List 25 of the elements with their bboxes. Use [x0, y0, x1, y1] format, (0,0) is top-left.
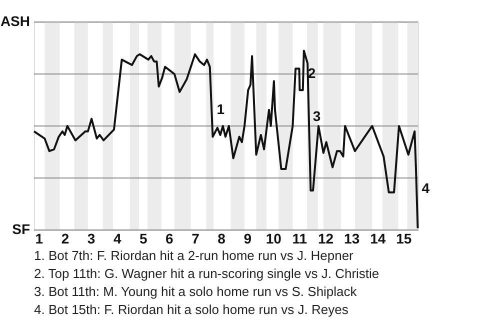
- x-tick-label: 7: [192, 230, 200, 246]
- text: 4. Bot 15th: F. Riordan hit a solo home run vs J. Reyes: [34, 302, 349, 317]
- text: 2. Top 11th: G. Wagner hit a run-scoring single vs J. Christie: [34, 266, 380, 281]
- x-tick-label: 10: [266, 230, 282, 246]
- x-tick-label: 12: [318, 230, 334, 246]
- annotation: 1: [216, 100, 225, 117]
- x-tick-label: 4: [113, 230, 122, 246]
- x-tick-label: 8: [218, 230, 226, 246]
- annotation: 4: [422, 180, 430, 196]
- annotation: 2: [308, 65, 316, 81]
- x-tick-label: 1: [35, 230, 44, 246]
- text: 1. Bot 7th: F. Riordan hit a 2-run home run vs J. Hepner: [34, 248, 354, 263]
- x-tick-label: 11: [292, 230, 308, 246]
- x-tick-label: 5: [139, 230, 148, 246]
- x-tick-label: 14: [370, 230, 386, 246]
- x-tick-label: 3: [87, 230, 96, 246]
- x-tick-label: 13: [344, 230, 360, 246]
- x-tick-label: 15: [396, 230, 412, 246]
- x-tick-label: 2: [61, 230, 70, 246]
- ref-line-label: ASH: [0, 13, 30, 29]
- x-tick-label: 6: [166, 230, 174, 246]
- text: 3. Bot 11th: M. Young hit a solo home run vs S. Shiplack: [34, 284, 358, 299]
- x-tick-label: 9: [244, 230, 252, 246]
- ref-line-label: SF: [12, 221, 30, 237]
- annotation: 3: [312, 108, 321, 124]
